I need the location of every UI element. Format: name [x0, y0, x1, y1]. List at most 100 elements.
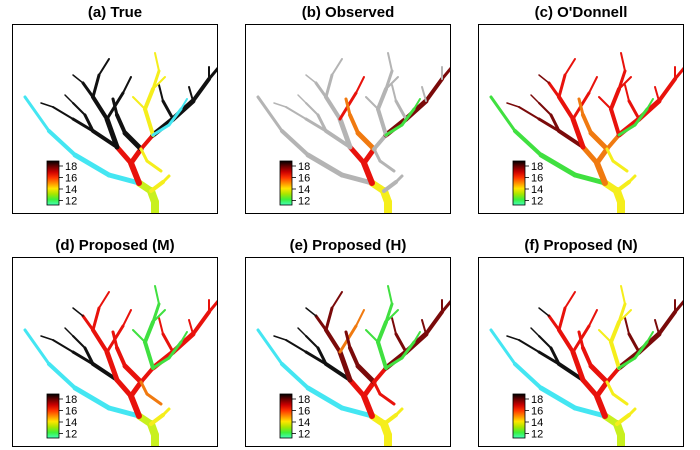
stream-segment — [52, 106, 74, 120]
stream-segment — [122, 76, 132, 94]
stream-segment — [376, 340, 388, 370]
stream-segment — [91, 328, 109, 354]
stream-segment — [152, 76, 166, 90]
colorbar-tick-label: 12 — [531, 196, 543, 208]
stream-segment — [557, 73, 567, 99]
stream-segment — [114, 144, 134, 166]
stream-segment — [355, 363, 377, 385]
stream-segment — [620, 285, 626, 305]
stream-segment — [633, 340, 649, 360]
stream-segment — [391, 317, 397, 335]
stream-segment — [91, 129, 119, 149]
stream-segment — [570, 116, 586, 150]
colorbar — [279, 393, 293, 439]
stream-segment — [158, 317, 164, 335]
stream-segment — [581, 346, 593, 368]
stream-segment — [64, 94, 74, 104]
stream-segment — [400, 107, 416, 127]
stream-segment — [72, 102, 86, 116]
stream-segment — [316, 346, 328, 366]
stream-segment — [372, 366, 388, 384]
colorbar-tick-label: 14 — [65, 184, 77, 196]
colorbar-tick-label: 18 — [65, 161, 77, 173]
colorbar-tick-label: 16 — [65, 406, 77, 418]
stream-segment — [549, 113, 561, 133]
stream-segment — [64, 377, 76, 389]
stream-segment — [83, 346, 95, 366]
panel-title: (d) Proposed (M) — [55, 237, 175, 254]
stream-segment — [361, 393, 375, 419]
stream-segment — [594, 379, 610, 399]
panel-title: (f) Proposed (N) — [524, 237, 638, 254]
stream-segment — [605, 380, 615, 396]
stream-segment — [385, 76, 399, 90]
stream-segment — [106, 172, 142, 186]
stream-segment — [149, 413, 165, 426]
stream-segment — [324, 129, 352, 149]
stream-segment — [344, 97, 352, 117]
map-frame: 18 16 14 12 — [245, 24, 451, 214]
stream-segment — [305, 385, 345, 411]
stream-segment — [557, 95, 575, 121]
stream-segment — [506, 102, 520, 108]
stream-segment — [530, 144, 542, 156]
colorbar-tick-label: 14 — [298, 184, 310, 196]
stream-segment — [376, 320, 388, 344]
colorbar-tick-label: 12 — [298, 196, 310, 208]
colorbar-tick-label: 18 — [531, 394, 543, 406]
colorbar-tick-label: 18 — [298, 394, 310, 406]
stream-segment — [580, 144, 600, 166]
colorbar-tick-label: 16 — [65, 173, 77, 185]
stream-segment — [305, 307, 317, 317]
map-frame: 18 16 14 12 — [245, 257, 451, 447]
stream-segment — [421, 86, 427, 102]
stream-segment — [547, 314, 561, 332]
stream-segment — [413, 331, 421, 343]
colorbar-tick-label: 12 — [65, 429, 77, 441]
stream-segment — [344, 330, 352, 350]
stream-segment — [440, 300, 450, 314]
stream-segment — [104, 116, 120, 150]
stream-segment — [285, 339, 307, 353]
stream-segment — [81, 81, 95, 99]
panel-a: (a) True 18 16 14 12 — [12, 4, 218, 214]
stream-segment — [167, 340, 183, 360]
stream-segment — [305, 152, 345, 178]
stream-segment — [71, 117, 95, 133]
stream-segment — [384, 302, 394, 324]
stream-segment — [633, 107, 649, 127]
stream-segment — [91, 95, 109, 121]
stream-segment — [23, 328, 51, 366]
stream-segment — [145, 159, 163, 173]
stream-segment — [489, 328, 517, 366]
stream-segment — [673, 300, 683, 314]
stream-segment — [537, 117, 561, 133]
stream-segment — [151, 356, 171, 370]
stream-segment — [385, 309, 399, 323]
stream-segment — [588, 76, 598, 94]
panel-title: (a) True — [87, 4, 143, 21]
stream-segment — [394, 99, 408, 121]
stream-segment — [617, 356, 637, 370]
colorbar-tick-label: 14 — [531, 417, 543, 429]
stream-segment — [161, 407, 171, 417]
stream-segment — [538, 335, 552, 349]
stream-segment — [518, 106, 540, 120]
colorbar-tick-label: 16 — [298, 406, 310, 418]
stream-segment — [151, 69, 161, 91]
stream-segment — [122, 130, 144, 152]
stream-segment — [23, 95, 51, 133]
stream-segment — [557, 328, 575, 354]
stream-segment — [324, 362, 352, 382]
stream-segment — [657, 77, 677, 103]
stream-segment — [617, 69, 627, 91]
stream-segment — [256, 328, 284, 366]
stream-segment — [564, 291, 576, 309]
stream-segment — [139, 380, 149, 396]
stream-segment — [627, 407, 637, 417]
stream-segment — [297, 144, 309, 156]
stream-segment — [158, 84, 164, 102]
map-frame: 18 16 14 12 — [12, 24, 218, 214]
